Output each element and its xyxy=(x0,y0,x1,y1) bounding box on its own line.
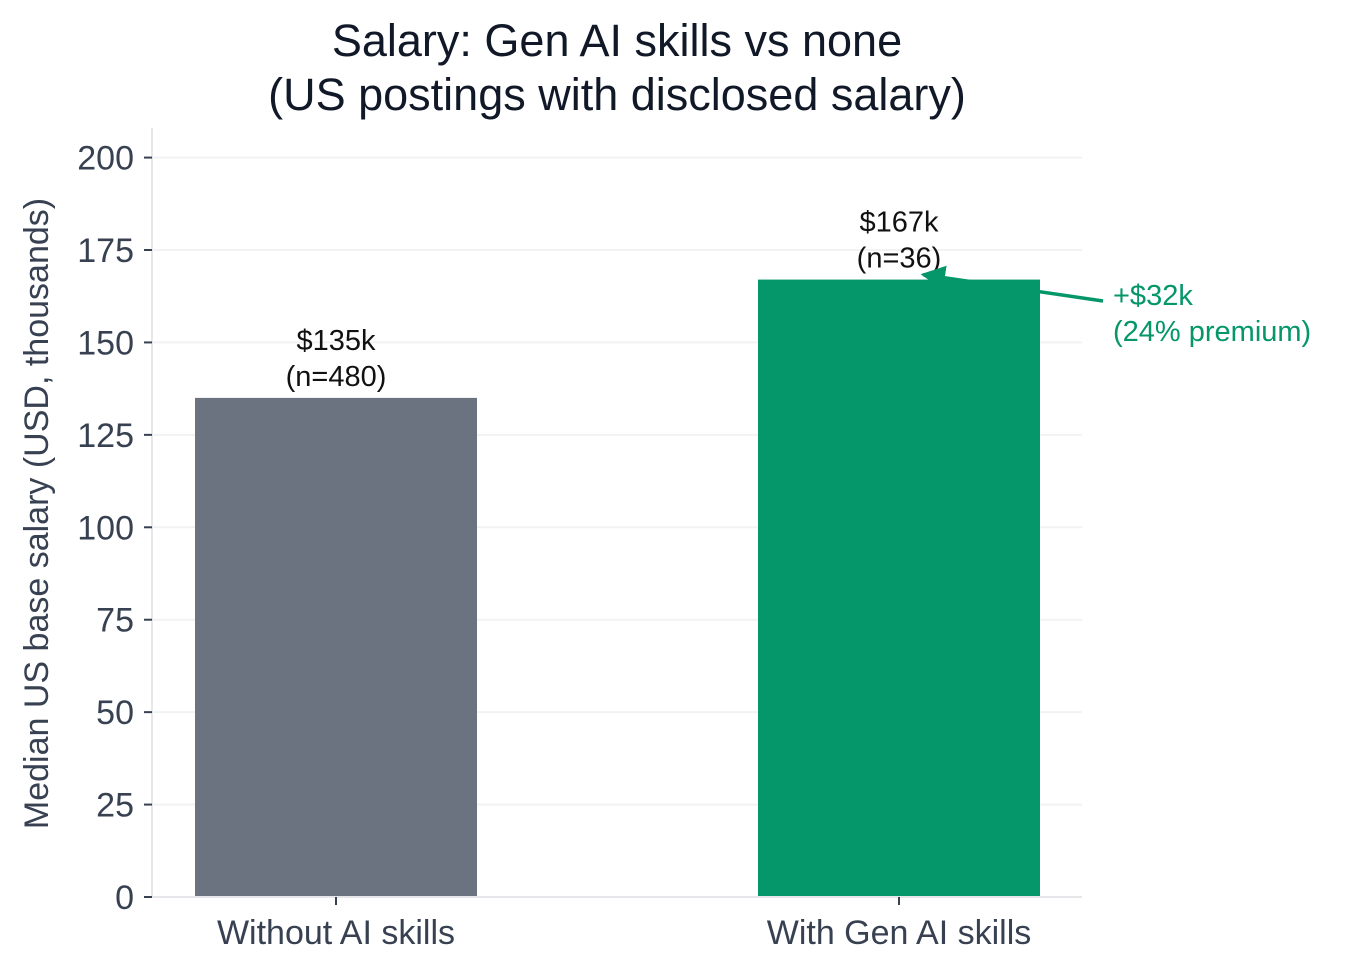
x-tick-label: Without AI skills xyxy=(217,914,455,952)
y-tick-label: 50 xyxy=(96,694,134,732)
y-tick-label: 100 xyxy=(77,509,134,547)
chart-title-text: Salary: Gen AI skills vs none (US posting… xyxy=(268,15,966,120)
data-label-1: $167k (n=36) xyxy=(857,207,942,275)
y-tick-label: 150 xyxy=(77,324,134,362)
chart-title: Salary: Gen AI skills vs none (US posting… xyxy=(268,15,966,120)
x-tick-label: With Gen AI skills xyxy=(767,914,1032,952)
y-tick-label: 200 xyxy=(77,140,134,178)
y-tick-label: 25 xyxy=(96,787,134,825)
y-tick-label: 125 xyxy=(77,417,134,455)
data-label-0: $135k (n=480) xyxy=(286,325,387,393)
y-tick-label: 0 xyxy=(115,879,134,917)
bar-1 xyxy=(758,279,1040,897)
y-tick-label: 175 xyxy=(77,232,134,270)
axes: 0 25 50 75 100 125 150 175 200 Without AI skills W… xyxy=(18,128,1082,952)
bar-0 xyxy=(195,397,477,897)
annotations: +$32k (24% premium) xyxy=(920,265,1311,348)
y-axis-label: Median US base salary (USD, thousands) xyxy=(18,198,56,829)
annotation-text-0: +$32k (24% premium) xyxy=(1113,280,1311,348)
y-tick-label: 75 xyxy=(96,602,134,640)
bars xyxy=(195,279,1040,897)
annotation-arrow xyxy=(920,265,1104,303)
